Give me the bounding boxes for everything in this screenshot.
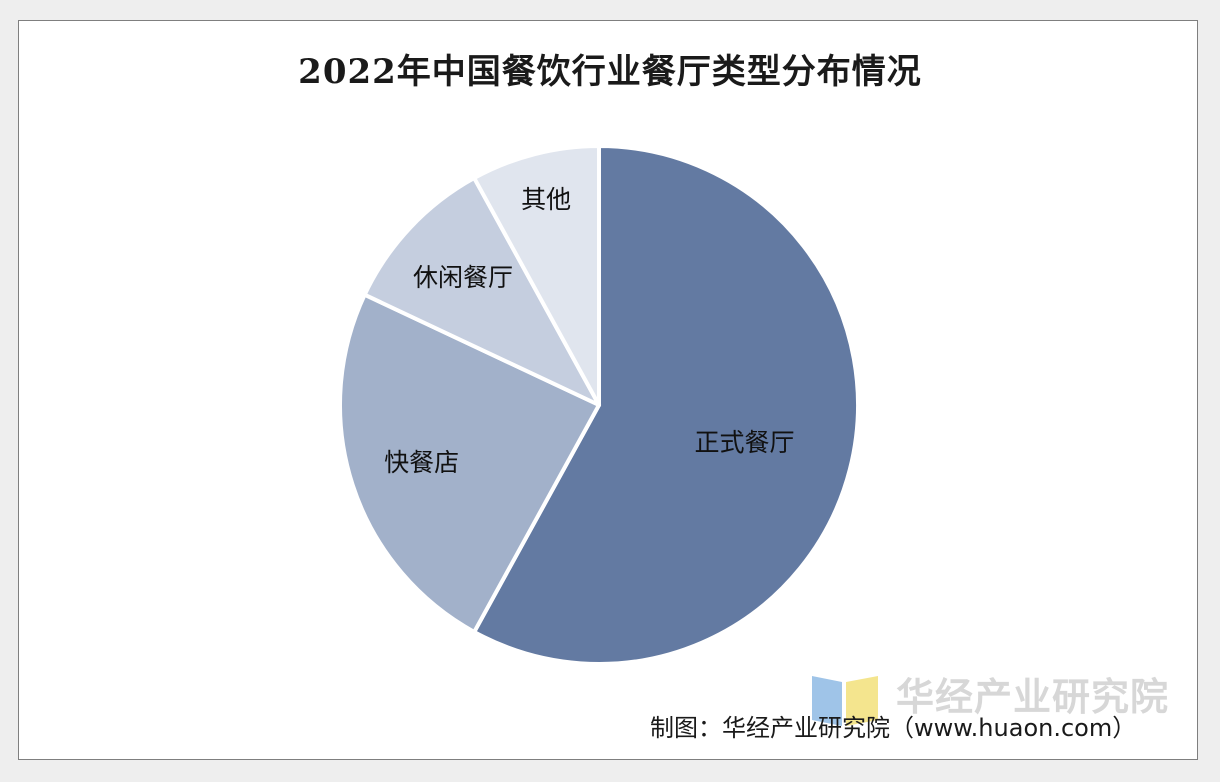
pie-slice xyxy=(472,144,601,407)
watermark-text: 华经产业研究院 xyxy=(896,675,1170,719)
watermark-logo xyxy=(812,676,878,726)
chart-source: 制图：华经产业研究院（www.huaon.com） xyxy=(650,714,1137,742)
slice-label: 休闲餐厅 xyxy=(413,263,513,292)
watermark-logo-right xyxy=(846,676,878,726)
slice-label: 正式餐厅 xyxy=(694,428,794,457)
pie-slice xyxy=(362,176,601,407)
slice-label: 快餐店 xyxy=(384,448,459,477)
pie-slice xyxy=(338,292,601,634)
watermark-logo-left xyxy=(812,676,842,726)
chart-title: 2022年中国餐饮行业餐厅类型分布情况 xyxy=(298,52,922,92)
pie-slices xyxy=(338,144,860,666)
slice-label: 其他 xyxy=(521,185,571,214)
pie-slice xyxy=(472,144,860,666)
